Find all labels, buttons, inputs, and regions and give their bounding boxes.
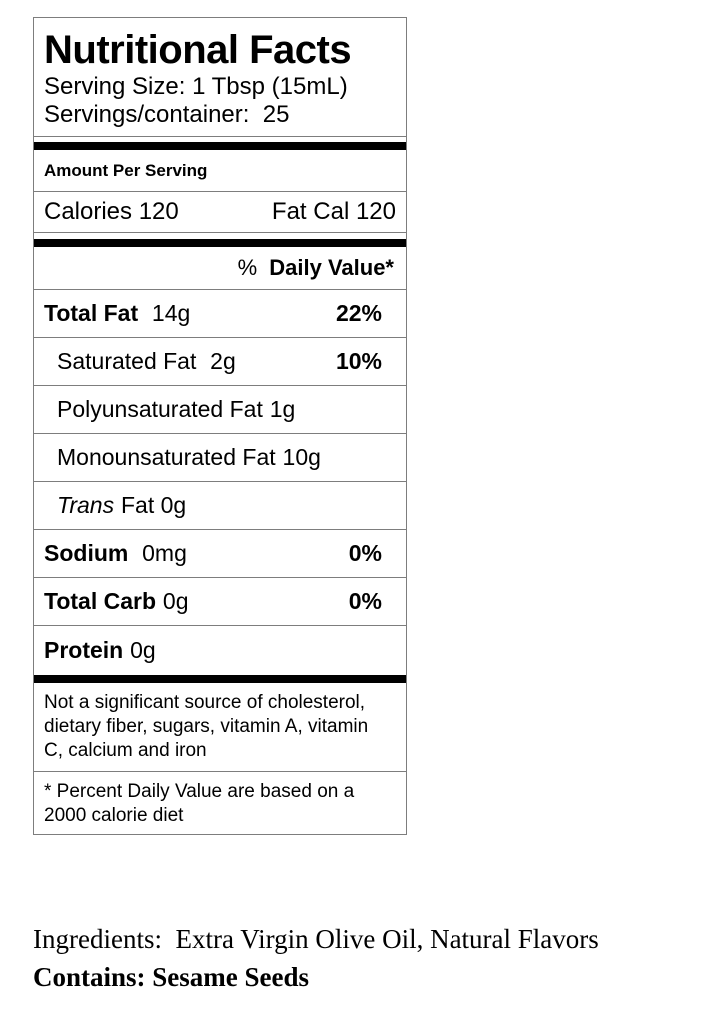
nutrient-daily-value: 0% — [348, 540, 382, 566]
row-polyunsaturated-fat: Polyunsaturated Fat 1g — [34, 386, 406, 434]
footnote-line: dietary fiber, sugars, vitamin A, vitami… — [44, 716, 369, 737]
percent-sign: % — [237, 255, 258, 280]
daily-value-header: % Daily Value* — [34, 247, 406, 290]
thick-divider-middle — [34, 239, 406, 247]
ingredients-label: Ingredients: — [33, 924, 162, 954]
serving-size: Serving Size: 1 Tbsp (15mL) — [44, 73, 348, 100]
nutrient-name: Monounsaturated Fat — [57, 444, 276, 470]
nutrient-name: Sodium — [44, 540, 129, 566]
footnote-line: * Percent Daily Value are based on a — [44, 781, 355, 802]
daily-value-label: Daily Value* — [269, 255, 394, 280]
nutrient-name: Total Fat — [44, 300, 139, 326]
nutrient-daily-value: 0% — [348, 588, 382, 614]
label-title: Nutritional Facts — [44, 28, 352, 72]
ingredients-section: Ingredients: Extra Virgin Olive Oil, Natu… — [33, 920, 713, 996]
footnote-line: 2000 calorie diet — [44, 805, 184, 826]
contains-line: Contains: Sesame Seeds — [33, 962, 310, 992]
nutrient-amount: Fat 0g — [120, 492, 187, 518]
nutrient-amount: 1g — [269, 396, 296, 422]
calories-row: Calories 120 Fat Cal 120 — [34, 192, 406, 233]
ingredients-line: Ingredients: Extra Virgin Olive Oil, Natu… — [33, 920, 713, 958]
nutrient-name: Polyunsaturated Fat — [57, 396, 263, 422]
nutrient-amount: 14g — [151, 300, 191, 326]
row-sodium: Sodium 0mg 0% — [34, 530, 406, 578]
nutrient-amount: 0mg — [142, 540, 187, 566]
servings-per-container: Servings/container: 25 — [44, 101, 290, 128]
thick-divider-top — [34, 142, 406, 150]
row-monounsaturated-fat: Monounsaturated Fat 10g — [34, 434, 406, 482]
nutrition-facts-label: Nutritional Facts Serving Size: 1 Tbsp (… — [33, 17, 407, 835]
nutrient-amount: 0g — [162, 588, 189, 614]
nutrient-daily-value: 10% — [335, 348, 382, 374]
footnote-line: Not a significant source of cholesterol, — [44, 692, 366, 713]
footnote-line: C, calcium and iron — [44, 740, 207, 761]
nutrient-name: Protein — [44, 637, 124, 663]
calories-value: Calories 120 — [44, 198, 179, 225]
amount-per-serving-header: Amount Per Serving — [34, 150, 406, 192]
row-trans-fat: Trans Fat 0g — [34, 482, 406, 530]
nutrient-amount: 0g — [130, 637, 156, 663]
footnote-daily-value-basis: * Percent Daily Value are based on a 200… — [34, 772, 406, 834]
nutrient-name: Saturated Fat — [57, 348, 197, 374]
row-protein: Protein 0g — [34, 626, 406, 675]
nutrient-daily-value: 22% — [335, 300, 382, 326]
nutrient-amount: 2g — [210, 348, 236, 374]
fat-calories-value: Fat Cal 120 — [271, 198, 396, 225]
nutrient-amount: 10g — [282, 444, 321, 470]
row-total-fat: Total Fat 14g 22% — [34, 290, 406, 338]
footnote-not-significant: Not a significant source of cholesterol,… — [34, 683, 406, 772]
label-header: Nutritional Facts Serving Size: 1 Tbsp (… — [34, 18, 406, 137]
thick-divider-bottom — [34, 675, 406, 683]
ingredients-value: Extra Virgin Olive Oil, Natural Flavors — [175, 924, 599, 954]
nutrient-name: Total Carb — [44, 588, 157, 614]
nutrient-name: Trans — [57, 492, 115, 518]
row-saturated-fat: Saturated Fat 2g 10% — [34, 338, 406, 386]
row-total-carb: Total Carb 0g 0% — [34, 578, 406, 626]
